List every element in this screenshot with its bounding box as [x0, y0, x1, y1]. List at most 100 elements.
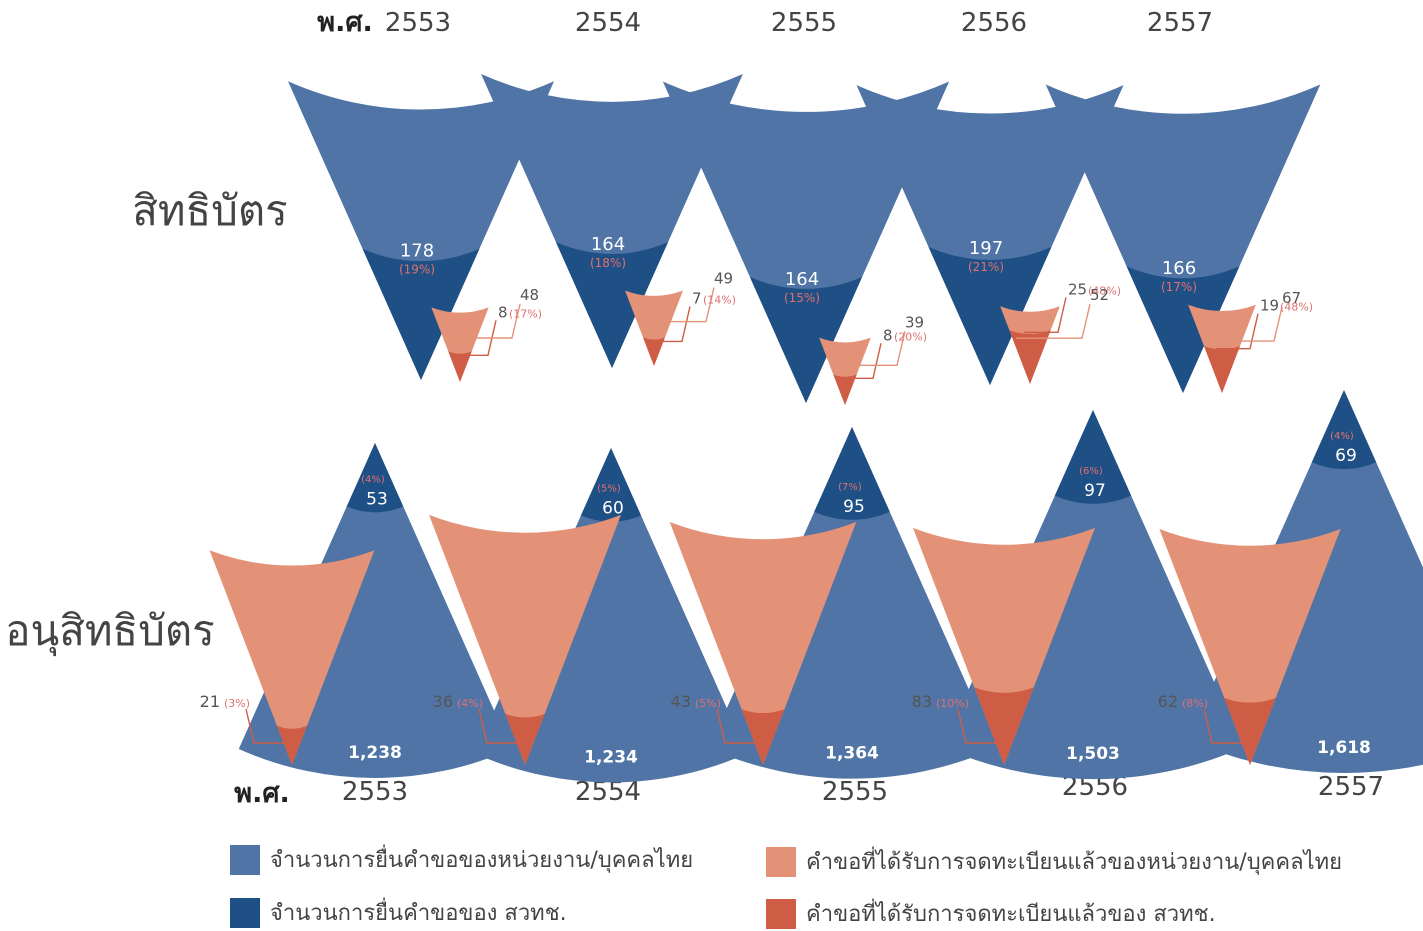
data-label-petty-applications-nstda: 97: [1084, 481, 1106, 501]
bar-petty-registered-thai: [209, 550, 375, 765]
data-label-patent-registered-nstda-pct: (48%): [1088, 284, 1121, 297]
leader-line-patent-registered-nstda: [839, 343, 882, 380]
data-label-patent-registered-nstda-pct: (17%): [509, 307, 542, 320]
data-label-petty-registered-thai: 860: [503, 512, 539, 532]
data-label-petty-registered-nstda: 62: [1158, 692, 1178, 711]
legend-label: คำขอที่ได้รับการจดทะเบียนแล้วของหน่วยงาน…: [806, 850, 1343, 875]
data-label-patent-applications-thai: 929: [971, 75, 1009, 96]
data-label-patent-applications-nstda: 197: [969, 238, 1003, 259]
panel-title-patent: สิทธิบัตร: [132, 186, 287, 235]
data-label-patent-applications-nstda-pct: (19%): [399, 262, 435, 276]
leader-line-patent-registered-thai: [446, 303, 521, 339]
data-label-patent-registered-thai: 49: [714, 270, 733, 288]
year-label-top: 2553: [385, 8, 451, 38]
leader-line-patent-registered-nstda: [648, 306, 691, 343]
bar-patent-applications-thai: [662, 81, 950, 403]
bar-petty-applications-nstda: [1054, 410, 1132, 504]
bar-petty-registered-thai: [912, 527, 1096, 765]
data-label-petty-applications-nstda: 95: [843, 497, 865, 517]
bar-petty-applications-nstda: [1311, 390, 1377, 470]
data-label-petty-registered-thai: 773: [982, 526, 1018, 546]
legend-label: จำนวนการยื่นคำขอของหน่วยงาน/บุคคลไทย: [270, 848, 694, 873]
leader-line-patent-registered-thai: [831, 331, 906, 367]
bar-petty-registered-nstda: [741, 709, 785, 765]
data-label-petty-registered-nstda-pct: (10%): [936, 697, 969, 710]
leader-line-petty-registered-nstda: [957, 708, 1010, 744]
leader-line-patent-registered-thai: [1016, 304, 1091, 339]
data-label-petty-applications-thai: 1,364: [825, 744, 879, 764]
data-label-petty-applications-nstda: 60: [602, 499, 624, 519]
bar-petty-registered-nstda: [276, 725, 308, 765]
bar-patent-applications-thai: [287, 81, 555, 381]
legend-label: คำขอที่ได้รับการจดทะเบียนแล้วของ สวทช.: [806, 902, 1216, 927]
data-label-petty-applications-thai: 1,503: [1066, 744, 1120, 764]
data-label-patent-applications-thai: 922: [402, 71, 440, 92]
legend-label: จำนวนการยื่นคำขอของ สวทช.: [270, 901, 567, 926]
data-label-patent-applications-nstda: 166: [1162, 258, 1196, 279]
data-label-petty-registered-nstda-pct: (3%): [224, 697, 250, 710]
data-label-petty-registered-nstda: 36: [433, 692, 453, 711]
data-label-petty-applications-thai: 1,234: [584, 747, 638, 767]
bar-patent-registered-nstda: [1203, 346, 1241, 393]
data-label-patent-registered-thai: 52: [1090, 286, 1109, 304]
data-label-patent-registered-nstda: 19: [1260, 297, 1279, 315]
bar-patent-applications-nstda: [1126, 266, 1240, 393]
year-label-top: 2555: [771, 8, 837, 38]
data-label-patent-applications-nstda-pct: (15%): [784, 291, 820, 305]
bar-patent-registered-thai: [625, 290, 683, 366]
data-label-patent-applications-nstda: 164: [591, 234, 625, 255]
bar-patent-applications-nstda: [749, 277, 863, 403]
year-label-top: 2554: [575, 8, 641, 38]
bar-patent-registered-thai: [819, 337, 871, 405]
data-label-petty-applications-nstda-pct: (4%): [1330, 431, 1354, 442]
data-label-petty-applications-nstda-pct: (5%): [597, 484, 621, 495]
year-label-bottom: 2553: [342, 777, 408, 807]
data-label-patent-applications-thai: 1,068: [778, 69, 835, 90]
data-label-patent-applications-nstda-pct: (18%): [590, 256, 626, 270]
bar-petty-registered-nstda: [505, 713, 545, 765]
data-label-petty-applications-thai: 1,238: [348, 743, 402, 763]
year-label-bottom: 2555: [822, 777, 888, 807]
leader-line-patent-registered-nstda: [1024, 297, 1067, 333]
data-label-petty-applications-nstda-pct: (4%): [361, 474, 385, 485]
data-label-petty-applications-thai: 1,618: [1317, 738, 1371, 758]
bar-petty-registered-thai: [669, 521, 857, 765]
bar-petty-registered-nstda: [974, 687, 1034, 765]
bar-patent-applications-nstda: [928, 246, 1052, 385]
data-label-petty-registered-thai: 812: [741, 520, 777, 540]
data-label-patent-registered-thai: 39: [905, 313, 924, 331]
bar-petty-registered-thai: [1159, 528, 1341, 765]
bar-patent-applications-thai: [481, 74, 743, 368]
data-label-petty-applications-nstda-pct: (7%): [838, 482, 862, 493]
bar-patent-applications-thai: [1045, 84, 1321, 393]
data-label-petty-applications-nstda: 53: [366, 489, 388, 509]
legend-swatch: [230, 844, 260, 875]
year-label-bottom: 2557: [1318, 772, 1384, 802]
leader-line-petty-registered-nstda: [1203, 708, 1256, 744]
leader-line-patent-registered-thai: [1208, 306, 1283, 342]
data-label-petty-registered-thai: 634: [270, 550, 306, 570]
bar-patent-registered-nstda: [448, 351, 472, 382]
data-label-petty-registered-thai: 766: [1228, 527, 1264, 547]
bar-petty-registered-nstda: [1224, 697, 1276, 765]
bar-petty-applications-nstda: [814, 427, 890, 520]
data-label-petty-registered-nstda: 43: [671, 692, 691, 711]
data-label-petty-applications-nstda-pct: (6%): [1079, 466, 1103, 477]
year-label-top: 2557: [1147, 8, 1213, 38]
data-label-patent-registered-nstda-pct: (48%): [1280, 301, 1313, 314]
legend-item-thai-registered: คำขอที่ได้รับการจดทะเบียนแล้วของหน่วยงาน…: [766, 844, 1342, 879]
legend-swatch: [766, 846, 796, 877]
year-axis-label-top: พ.ศ.: [317, 7, 372, 38]
data-label-patent-applications-thai: 983: [1164, 73, 1202, 94]
panel-title-petty-patent: อนุสิทธิบัตร: [5, 606, 214, 657]
data-label-petty-registered-nstda-pct: (8%): [1182, 697, 1208, 710]
legend-item-nstda-applications: จำนวนการยื่นคำขอของ สวทช.: [230, 895, 567, 930]
bar-patent-registered-nstda: [1009, 330, 1051, 384]
bar-patent-registered-nstda: [833, 374, 857, 405]
bar-petty-applications-nstda: [581, 448, 641, 522]
data-label-patent-registered-nstda-pct: (14%): [703, 293, 736, 306]
leader-line-patent-registered-nstda: [454, 320, 497, 357]
year-axis-label-bottom: พ.ศ.: [234, 778, 289, 809]
data-label-patent-registered-nstda: 8: [498, 303, 508, 321]
